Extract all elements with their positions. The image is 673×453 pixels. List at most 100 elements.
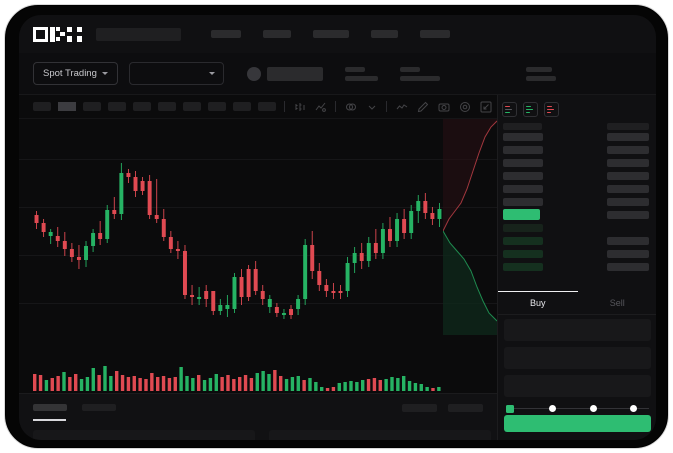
timeframe-button-5[interactable] bbox=[133, 102, 151, 111]
timeframe-button-4[interactable] bbox=[108, 102, 126, 111]
orderbook-row[interactable] bbox=[498, 195, 656, 208]
chevron-down-icon[interactable] bbox=[366, 101, 378, 113]
settings-icon[interactable] bbox=[459, 101, 471, 113]
fullscreen-icon[interactable] bbox=[480, 101, 492, 113]
orders-card-1[interactable] bbox=[33, 430, 255, 440]
orderbook-row[interactable] bbox=[498, 260, 656, 273]
timeframe-button-6[interactable] bbox=[158, 102, 176, 111]
nav-link-3[interactable] bbox=[313, 30, 349, 38]
orders-action-2[interactable] bbox=[448, 404, 483, 412]
candle-body bbox=[281, 313, 286, 315]
pair-select-dropdown[interactable] bbox=[128, 62, 224, 85]
amount-percent-slider[interactable] bbox=[506, 403, 649, 415]
market-stat-2-value bbox=[399, 75, 440, 81]
timeframe-button-9[interactable] bbox=[233, 102, 251, 111]
volume-bar bbox=[407, 381, 412, 391]
tab-order-history[interactable] bbox=[82, 404, 116, 411]
pencil-icon[interactable] bbox=[417, 101, 429, 113]
candle-body bbox=[225, 305, 230, 309]
line-chart-icon[interactable] bbox=[396, 101, 408, 113]
market-header: Spot Trading bbox=[19, 53, 656, 95]
order-total-field[interactable] bbox=[504, 375, 651, 397]
orderbook-row[interactable] bbox=[498, 156, 656, 169]
slider-step-2[interactable] bbox=[549, 405, 556, 412]
orderbook-col-price bbox=[503, 123, 542, 130]
tab-open-orders[interactable] bbox=[33, 404, 67, 411]
orderbook-mode-switcher bbox=[498, 95, 656, 117]
volume-bar bbox=[226, 375, 230, 391]
timeframe-button-8[interactable] bbox=[208, 102, 226, 111]
slider-step-3[interactable] bbox=[590, 405, 597, 412]
candlestick-icon[interactable] bbox=[294, 101, 306, 113]
market-stat-1-value bbox=[344, 75, 378, 81]
orders-card-2[interactable] bbox=[269, 430, 491, 440]
orderbook-amount bbox=[607, 262, 649, 271]
orderbook-row[interactable] bbox=[498, 247, 656, 260]
volume-bar bbox=[284, 379, 289, 391]
volume-bar bbox=[372, 378, 377, 391]
volume-bar bbox=[50, 378, 54, 391]
volume-bar bbox=[366, 379, 371, 391]
candle-body bbox=[352, 253, 357, 263]
spot-trading-dropdown[interactable]: Spot Trading bbox=[33, 62, 118, 85]
volume-bar bbox=[144, 379, 148, 391]
volume-bar bbox=[173, 377, 177, 391]
orderbook-row[interactable] bbox=[498, 130, 656, 143]
orderbook-mode-asks-icon[interactable] bbox=[544, 102, 559, 117]
orderbook-mode-both-icon[interactable] bbox=[502, 102, 517, 117]
tablet-device-frame: Spot Trading bbox=[4, 4, 669, 449]
volume-bar bbox=[349, 381, 353, 391]
orderbook-row[interactable] bbox=[498, 182, 656, 195]
volume-bar bbox=[238, 377, 242, 391]
tab-sell-label: Sell bbox=[609, 297, 625, 308]
tab-sell[interactable]: Sell bbox=[578, 291, 657, 314]
volume-bar bbox=[402, 376, 406, 391]
toolbar-divider bbox=[386, 101, 387, 112]
logo-letter-o-icon bbox=[33, 26, 48, 42]
submit-buy-button[interactable] bbox=[504, 415, 651, 432]
orderbook-row[interactable] bbox=[498, 169, 656, 182]
orderbook-mode-bids-icon[interactable] bbox=[523, 102, 538, 117]
volume-bar bbox=[91, 368, 95, 391]
timeframe-button-7[interactable] bbox=[183, 102, 201, 111]
orders-action-1[interactable] bbox=[402, 404, 437, 412]
volume-bar bbox=[132, 376, 136, 391]
candle-body bbox=[112, 210, 117, 214]
compare-icon[interactable] bbox=[345, 101, 357, 113]
order-amount-field[interactable] bbox=[504, 347, 651, 369]
candle-body bbox=[183, 251, 187, 295]
candle-body bbox=[62, 241, 67, 249]
volume-bar bbox=[331, 387, 336, 391]
indicators-icon[interactable] bbox=[315, 101, 327, 113]
orderbook-price bbox=[503, 223, 543, 232]
timeframe-button-1[interactable] bbox=[33, 102, 51, 111]
orderbook-row[interactable] bbox=[498, 234, 656, 247]
orderbook-row[interactable] bbox=[498, 143, 656, 156]
timeframe-button-2[interactable] bbox=[58, 102, 76, 111]
chart-gridline bbox=[19, 207, 497, 208]
slider-handle[interactable] bbox=[506, 404, 514, 413]
nav-link-5[interactable] bbox=[420, 30, 450, 38]
timeframe-button-10[interactable] bbox=[258, 102, 276, 111]
order-price-field[interactable] bbox=[504, 319, 651, 341]
tab-buy[interactable]: Buy bbox=[498, 291, 578, 314]
nav-link-4[interactable] bbox=[371, 30, 398, 38]
volume-bar bbox=[185, 376, 189, 391]
nav-link-2[interactable] bbox=[263, 30, 291, 38]
volume-bar bbox=[419, 384, 423, 391]
camera-icon[interactable] bbox=[438, 101, 450, 113]
orderbook-row[interactable] bbox=[498, 221, 656, 234]
nav-link-1[interactable] bbox=[211, 30, 241, 38]
market-stat-3 bbox=[525, 66, 556, 81]
timeframe-button-3[interactable] bbox=[83, 102, 101, 111]
market-stat-1-label bbox=[344, 66, 365, 72]
search-input[interactable] bbox=[96, 27, 181, 41]
volume-bar bbox=[109, 376, 113, 391]
candlestick-chart[interactable] bbox=[19, 119, 497, 335]
okx-logo[interactable] bbox=[33, 26, 82, 42]
orderbook-price bbox=[503, 132, 543, 141]
volume-bar bbox=[396, 378, 400, 391]
slider-step-4[interactable] bbox=[630, 405, 637, 412]
candle-body bbox=[423, 201, 428, 213]
toolbar-divider bbox=[284, 101, 285, 112]
